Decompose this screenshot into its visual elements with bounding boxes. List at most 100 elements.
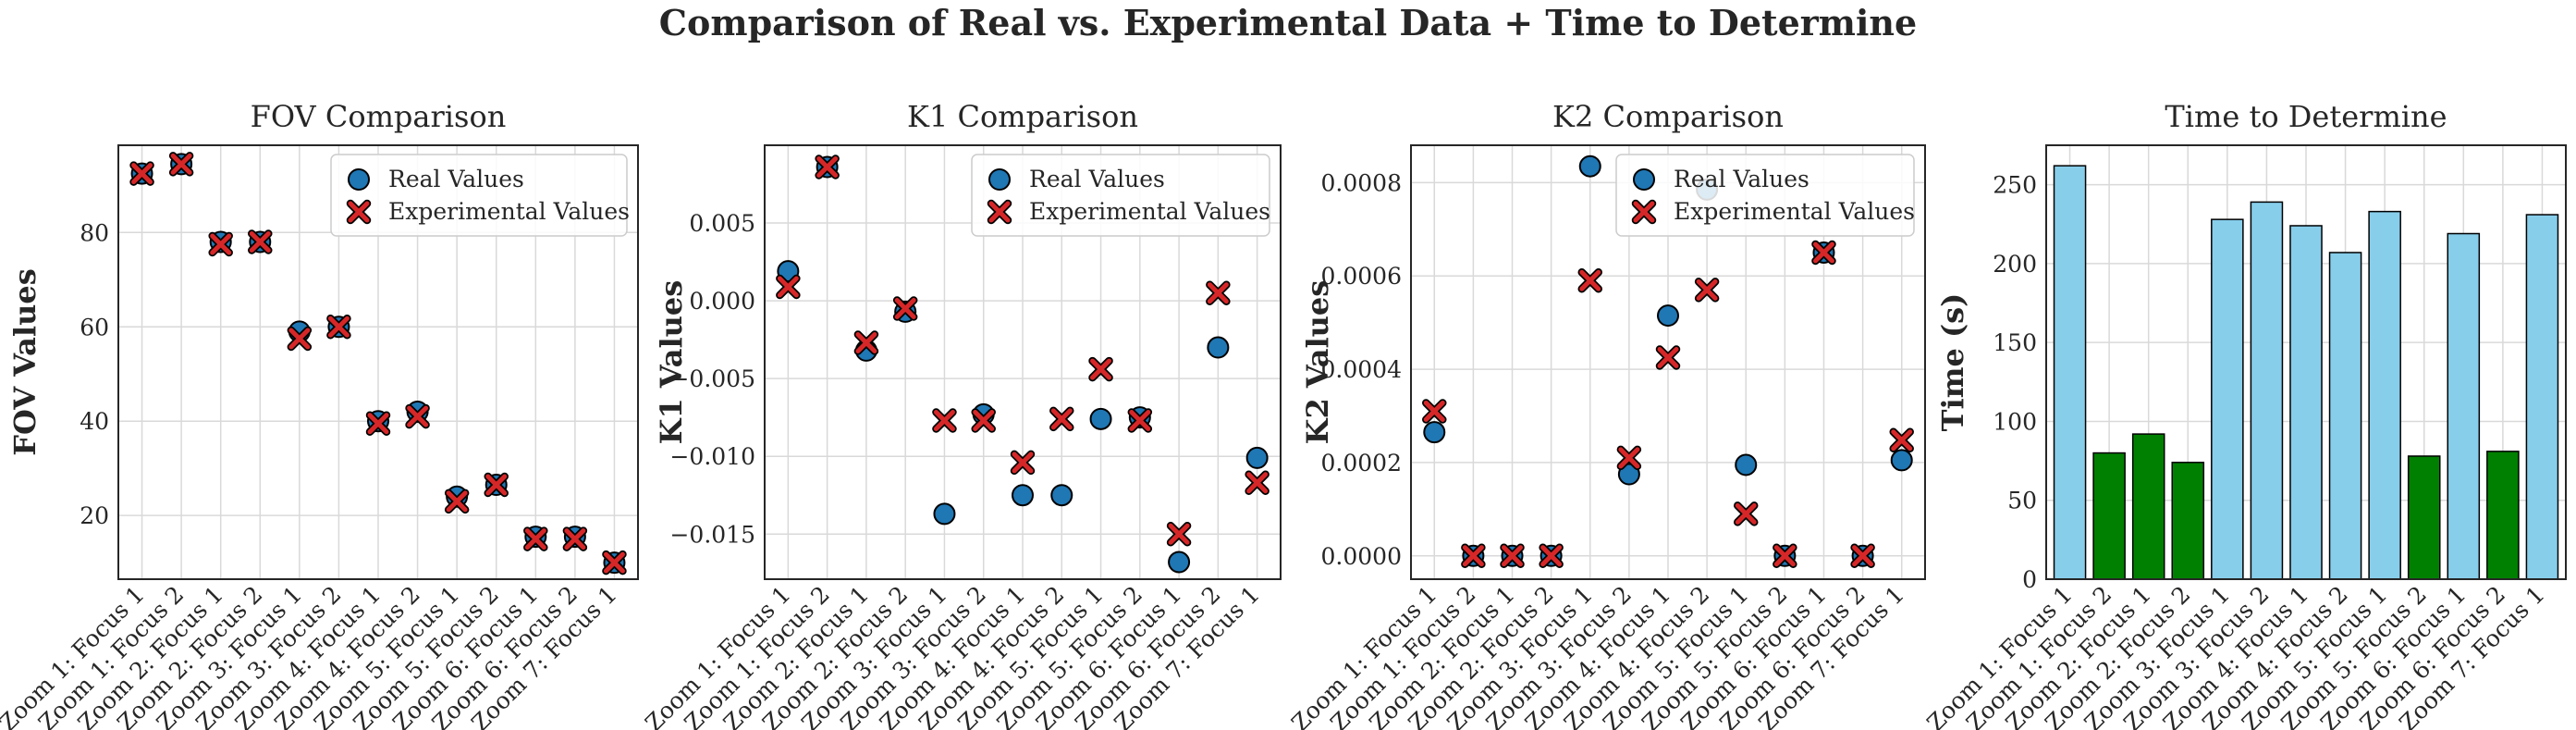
subplot-title: K1 Comparison	[907, 99, 1138, 134]
y-tick-label: 100	[1993, 408, 2037, 435]
y-tick-label: 250	[1993, 172, 2037, 199]
experimental-value-point-fill	[816, 156, 839, 179]
experimental-value-point-fill	[1502, 545, 1524, 567]
experimental-value-point-fill	[367, 413, 389, 435]
bar	[2328, 252, 2362, 580]
y-tick-label: 80	[80, 219, 109, 246]
y-tick-label: 0.0008	[1321, 169, 1402, 196]
y-axis-label: K2 Values	[1300, 280, 1335, 445]
legend-experimental-marker-fill	[988, 201, 1011, 223]
bar	[2486, 451, 2520, 580]
y-axis-label: FOV Values	[7, 268, 43, 455]
real-value-point	[1050, 484, 1073, 507]
subplot-title: Time to Determine	[2165, 99, 2447, 134]
legend-real-marker	[348, 168, 370, 191]
y-tick-label: 0.000	[689, 288, 755, 315]
subplot-title: K2 Comparison	[1552, 99, 1784, 134]
bar	[2211, 218, 2244, 580]
experimental-value-point-fill	[1129, 410, 1151, 432]
real-value-point	[1890, 449, 1913, 472]
experimental-value-point-fill	[1618, 447, 1640, 469]
experimental-value-point-fill	[1891, 429, 1913, 452]
experimental-value-point-fill	[1579, 269, 1601, 291]
experimental-value-point-fill	[1246, 472, 1269, 494]
experimental-value-point-fill	[933, 410, 955, 432]
experimental-value-point-fill	[327, 316, 350, 338]
legend-label-experimental: Experimental Values	[1674, 198, 1915, 225]
experimental-value-point-fill	[1852, 545, 1874, 567]
bar	[2092, 452, 2126, 580]
y-tick-label: 0.0002	[1321, 450, 1402, 476]
real-value-point	[1617, 463, 1640, 486]
legend: Real Values Experimental Values	[1615, 154, 1915, 237]
y-tick-label: 40	[80, 408, 109, 435]
bar	[2525, 214, 2559, 580]
real-value-point	[1012, 484, 1034, 507]
bar	[2289, 225, 2323, 580]
legend-box	[1615, 154, 1915, 237]
legend: Real Values Experimental Values	[971, 154, 1270, 237]
experimental-value-point-fill	[1735, 502, 1757, 525]
y-axis-label: Time (s)	[1935, 293, 1970, 432]
experimental-value-point-fill	[1423, 400, 1445, 422]
experimental-value-point-fill	[973, 410, 995, 432]
bar	[2447, 232, 2481, 580]
real-value-point	[1735, 453, 1758, 476]
axes-frame	[117, 144, 639, 580]
y-axis-label: K1 Values	[654, 280, 689, 445]
real-value-point	[1089, 407, 1112, 430]
experimental-value-point-fill	[603, 551, 625, 574]
subplot-title: FOV Comparison	[251, 99, 507, 134]
experimental-value-point-fill	[407, 405, 429, 427]
experimental-value-point-fill	[249, 231, 271, 254]
y-tick-label: 60	[80, 314, 109, 340]
legend-label-experimental: Experimental Values	[388, 198, 630, 225]
bar	[2171, 462, 2205, 580]
legend-real-marker	[988, 168, 1011, 191]
bar	[2131, 433, 2165, 580]
y-tick-label: 0.0000	[1321, 543, 1402, 570]
experimental-value-point-fill	[446, 490, 468, 513]
real-value-point	[1578, 155, 1601, 178]
experimental-value-point-fill	[1773, 545, 1796, 567]
experimental-value-point-fill	[1657, 346, 1679, 368]
experimental-value-point-fill	[1050, 408, 1073, 430]
bar	[2053, 165, 2087, 580]
experimental-value-point-fill	[170, 153, 192, 175]
bar	[2368, 210, 2401, 580]
legend-label-experimental: Experimental Values	[1029, 198, 1270, 225]
experimental-value-point-fill	[1012, 452, 1034, 474]
experimental-value-point-fill	[1812, 241, 1834, 264]
legend: Real Values Experimental Values	[330, 154, 630, 237]
experimental-value-point-fill	[1090, 358, 1112, 380]
bar	[2407, 455, 2441, 580]
y-tick-label: 150	[1993, 329, 2037, 356]
legend-box	[330, 154, 628, 237]
experimental-value-point-fill	[1540, 545, 1563, 567]
axes-frame	[1410, 144, 1926, 580]
experimental-value-point-fill	[1696, 278, 1718, 301]
y-tick-label: 50	[2007, 488, 2037, 514]
experimental-value-point-fill	[777, 276, 799, 298]
real-value-point	[1657, 304, 1679, 328]
legend-experimental-marker-fill	[1633, 201, 1655, 223]
legend-experimental-marker-fill	[348, 201, 370, 223]
y-tick-label: 0.005	[689, 210, 755, 237]
experimental-value-point-fill	[1207, 282, 1229, 304]
y-tick-label: 0	[2022, 566, 2037, 593]
experimental-value-point-fill	[210, 233, 232, 255]
y-tick-label: −0.015	[669, 521, 755, 548]
bar	[2250, 201, 2284, 580]
legend-label-real: Real Values	[1029, 166, 1165, 192]
axes-frame	[764, 144, 1282, 580]
legend-box	[971, 154, 1270, 237]
real-value-point	[1207, 336, 1230, 359]
experimental-value-point-fill	[288, 328, 311, 350]
real-value-point	[1423, 421, 1446, 444]
y-tick-label: 0.0006	[1321, 263, 1402, 290]
experimental-value-point-fill	[131, 163, 153, 185]
